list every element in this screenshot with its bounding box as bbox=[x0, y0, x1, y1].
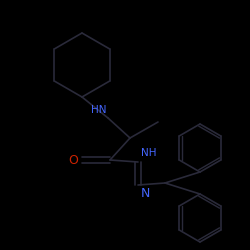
Text: HN: HN bbox=[90, 105, 106, 115]
Text: O: O bbox=[68, 154, 78, 166]
Text: N: N bbox=[141, 187, 150, 200]
Text: NH: NH bbox=[141, 148, 156, 158]
